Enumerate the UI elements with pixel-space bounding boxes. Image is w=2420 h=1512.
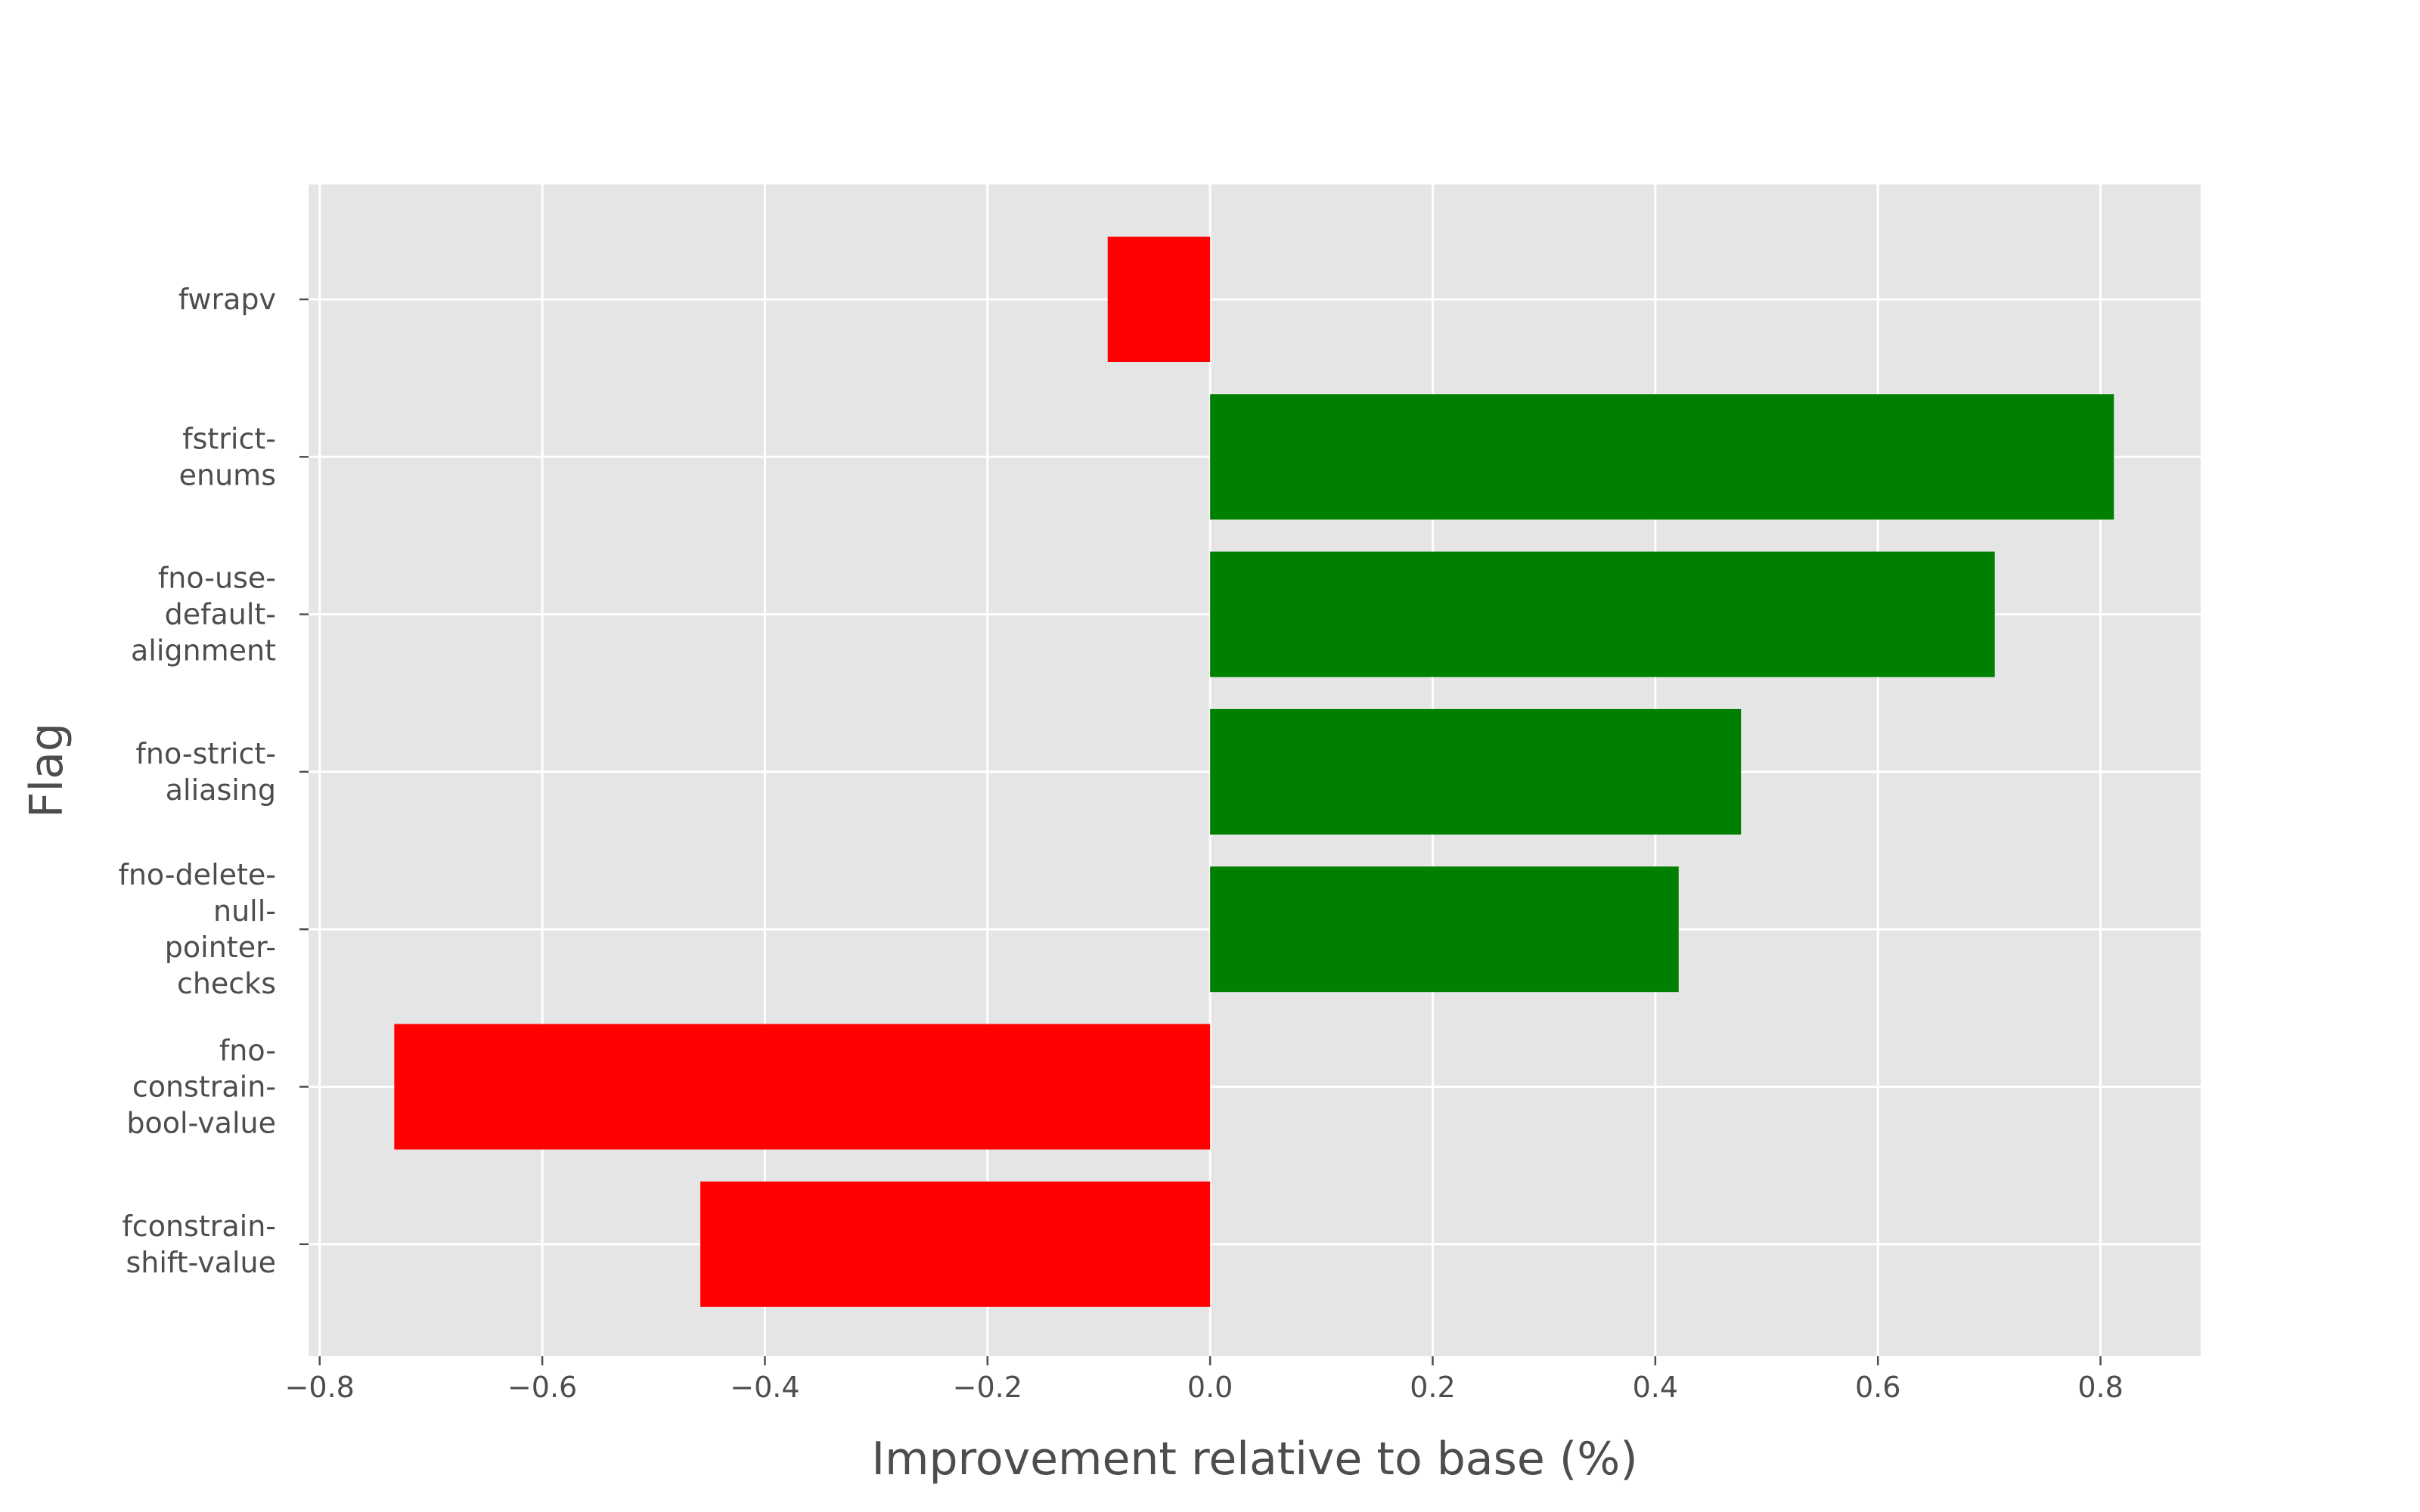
- bar-fconstrain-shift-value: [700, 1182, 1210, 1307]
- x-axis-title: Improvement relative to base (%): [871, 1433, 1637, 1486]
- bar-fno-constrain-bool-value: [394, 1024, 1210, 1150]
- x-tick-label-4: 0.0: [1187, 1371, 1233, 1404]
- x-tick-label-0: −0.8: [285, 1371, 355, 1404]
- bar-fno-use-default-alignment: [1210, 552, 1995, 677]
- bar-fno-strict-aliasing: [1210, 709, 1741, 835]
- bar-fwrapv: [1108, 237, 1210, 362]
- x-tick-label-2: −0.4: [730, 1371, 799, 1404]
- bar-fno-delete-null-pointer-checks: [1210, 866, 1679, 992]
- y-axis-title: Flag: [20, 723, 73, 818]
- y-tick-label-fstrict-enums: fstrict-enums: [179, 422, 276, 491]
- x-tick-label-8: 0.8: [2077, 1371, 2123, 1404]
- y-tick-label-fno-constrain-bool-value: fno-constrain-bool-value: [126, 1034, 276, 1140]
- y-tick-label-fno-use-default-alignment: fno-use-default-alignment: [131, 562, 276, 668]
- y-tick-label-fno-delete-null-pointer-checks: fno-delete-null-pointer-checks: [118, 858, 276, 1000]
- x-tick-label-6: 0.4: [1633, 1371, 1678, 1404]
- bar-fstrict-enums: [1210, 394, 2114, 519]
- y-tick-label-fno-strict-aliasing: fno-strict-aliasing: [135, 737, 276, 807]
- x-tick-label-5: 0.2: [1410, 1371, 1455, 1404]
- y-tick-label-fconstrain-shift-value: fconstrain-shift-value: [122, 1210, 276, 1279]
- x-tick-label-3: −0.2: [953, 1371, 1022, 1404]
- x-tick-label-1: −0.6: [507, 1371, 577, 1404]
- y-tick-label-fwrapv: fwrapv: [178, 283, 276, 316]
- x-tick-label-7: 0.6: [1855, 1371, 1900, 1404]
